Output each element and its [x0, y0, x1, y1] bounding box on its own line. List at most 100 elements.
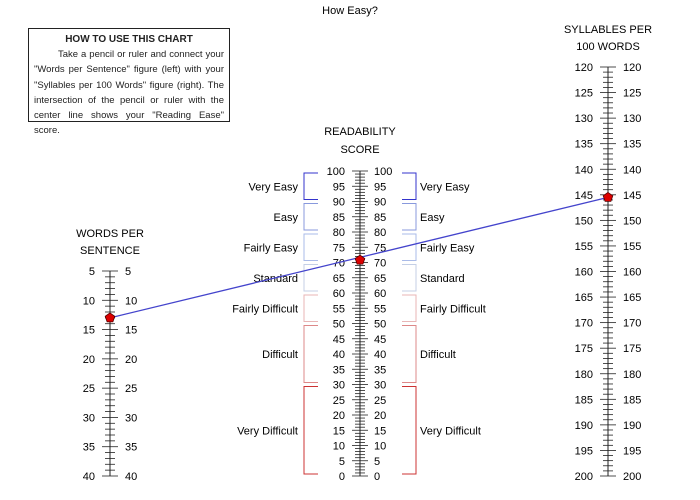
tick-label-syllables-left: 190 — [575, 420, 593, 432]
tick-label-score-right: 95 — [374, 181, 386, 193]
axis-title-score: SCORE — [340, 144, 379, 156]
connector-group — [104, 191, 614, 323]
tick-label-score-right: 50 — [374, 319, 386, 331]
tick-label-syllables-left: 160 — [575, 267, 593, 279]
tick-label-score-left: 95 — [333, 181, 345, 193]
tick-label-score-right: 80 — [374, 227, 386, 239]
band-label-left: Very Easy — [248, 181, 298, 193]
tick-label-syllables-left: 155 — [575, 241, 593, 253]
tick-label-score-left: 10 — [333, 441, 345, 453]
tick-label-score-right: 90 — [374, 197, 386, 209]
tick-label-syllables-left: 185 — [575, 394, 593, 406]
tick-label-score-left: 60 — [333, 288, 345, 300]
tick-label-score-left: 45 — [333, 334, 345, 346]
tick-label-syllables-right: 145 — [623, 190, 641, 202]
band-label-left: Standard — [253, 273, 298, 285]
band-label-right: Fairly Easy — [420, 242, 475, 254]
tick-label-syllables-right: 125 — [623, 88, 641, 100]
tick-label-score-left: 65 — [333, 273, 345, 285]
tick-label-words-right: 15 — [125, 325, 137, 337]
tick-label-words-left: 5 — [89, 266, 95, 278]
tick-label-score-right: 40 — [374, 349, 386, 361]
band-bracket-left — [303, 386, 318, 475]
tick-label-words-left: 10 — [83, 295, 95, 307]
tick-label-words-right: 35 — [125, 442, 137, 454]
axis-title-words: SENTENCE — [80, 245, 140, 257]
tick-label-score-left: 70 — [333, 258, 345, 270]
tick-label-syllables-right: 130 — [623, 113, 641, 125]
band-label-left: Fairly Difficult — [232, 303, 298, 315]
tick-label-score-left: 20 — [333, 410, 345, 422]
tick-label-syllables-left: 150 — [575, 215, 593, 227]
tick-label-score-left: 30 — [333, 380, 345, 392]
tick-label-words-right: 40 — [125, 471, 137, 483]
tick-label-syllables-left: 200 — [575, 471, 593, 483]
tick-label-syllables-right: 200 — [623, 471, 641, 483]
tick-label-score-right: 10 — [374, 441, 386, 453]
tick-label-score-right: 60 — [374, 288, 386, 300]
tick-label-syllables-left: 195 — [575, 445, 593, 457]
band-label-left: Difficult — [262, 349, 298, 361]
chart-title: How Easy? — [322, 5, 378, 17]
tick-label-score-right: 70 — [374, 258, 386, 270]
tick-label-words-right: 30 — [125, 412, 137, 424]
band-bracket-right — [402, 172, 417, 200]
score-bands-group: Very Easy Very Easy Easy Easy Fairly Easy Fai… — [232, 172, 486, 475]
band-bracket-right — [402, 264, 417, 292]
tick-label-score-left: 0 — [339, 471, 345, 483]
marker-syllables — [602, 191, 614, 202]
instructions-box: HOW TO USE THIS CHART Take a pencil or r… — [28, 28, 230, 136]
tick-label-words-left: 35 — [83, 442, 95, 454]
band-label-left: Very Difficult — [237, 425, 298, 437]
band-bracket-right — [402, 203, 417, 231]
tick-label-syllables-right: 180 — [623, 369, 641, 381]
tick-label-words-right: 5 — [125, 266, 131, 278]
band-bracket-right — [402, 386, 417, 475]
tick-label-syllables-left: 140 — [575, 164, 593, 176]
band-label-right: Fairly Difficult — [420, 303, 486, 315]
band-bracket-left — [303, 294, 318, 322]
band-label-right: Easy — [420, 212, 445, 224]
tick-label-syllables-right: 165 — [623, 292, 641, 304]
tick-label-score-right: 65 — [374, 273, 386, 285]
tick-label-score-left: 50 — [333, 319, 345, 331]
tick-label-syllables-left: 170 — [575, 318, 593, 330]
tick-label-score-left: 80 — [333, 227, 345, 239]
tick-label-syllables-right: 140 — [623, 164, 641, 176]
band-bracket-left — [303, 172, 318, 200]
band-label-right: Very Difficult — [420, 425, 481, 437]
tick-label-syllables-left: 130 — [575, 113, 593, 125]
tick-label-score-left: 25 — [333, 395, 345, 407]
tick-label-syllables-right: 120 — [623, 62, 641, 74]
axis-title-words: WORDS PER — [76, 228, 144, 240]
tick-label-syllables-left: 135 — [575, 139, 593, 151]
band-label-left: Fairly Easy — [244, 242, 299, 254]
instructions-heading: HOW TO USE THIS CHART — [65, 34, 193, 45]
tick-label-score-left: 75 — [333, 242, 345, 254]
tick-label-score-left: 55 — [333, 303, 345, 315]
tick-label-syllables-right: 185 — [623, 394, 641, 406]
tick-label-words-right: 10 — [125, 295, 137, 307]
tick-label-syllables-left: 165 — [575, 292, 593, 304]
tick-label-words-left: 15 — [83, 325, 95, 337]
tick-label-score-left: 5 — [339, 456, 345, 468]
tick-label-score-right: 85 — [374, 212, 386, 224]
instructions-body: Take a pencil or ruler and connect your … — [34, 49, 224, 137]
tick-label-score-left: 100 — [327, 166, 345, 178]
tick-label-score-right: 45 — [374, 334, 386, 346]
tick-label-syllables-right: 150 — [623, 215, 641, 227]
tick-label-score-right: 15 — [374, 425, 386, 437]
tick-label-words-right: 25 — [125, 383, 137, 395]
marker-words — [104, 312, 116, 323]
tick-label-words-left: 40 — [83, 471, 95, 483]
tick-label-syllables-right: 195 — [623, 445, 641, 457]
band-bracket-left — [303, 203, 318, 231]
tick-label-score-right: 20 — [374, 410, 386, 422]
tick-label-syllables-right: 170 — [623, 318, 641, 330]
band-bracket-left — [303, 325, 318, 383]
tick-label-syllables-right: 190 — [623, 420, 641, 432]
tick-label-score-right: 5 — [374, 456, 380, 468]
tick-label-syllables-left: 175 — [575, 343, 593, 355]
